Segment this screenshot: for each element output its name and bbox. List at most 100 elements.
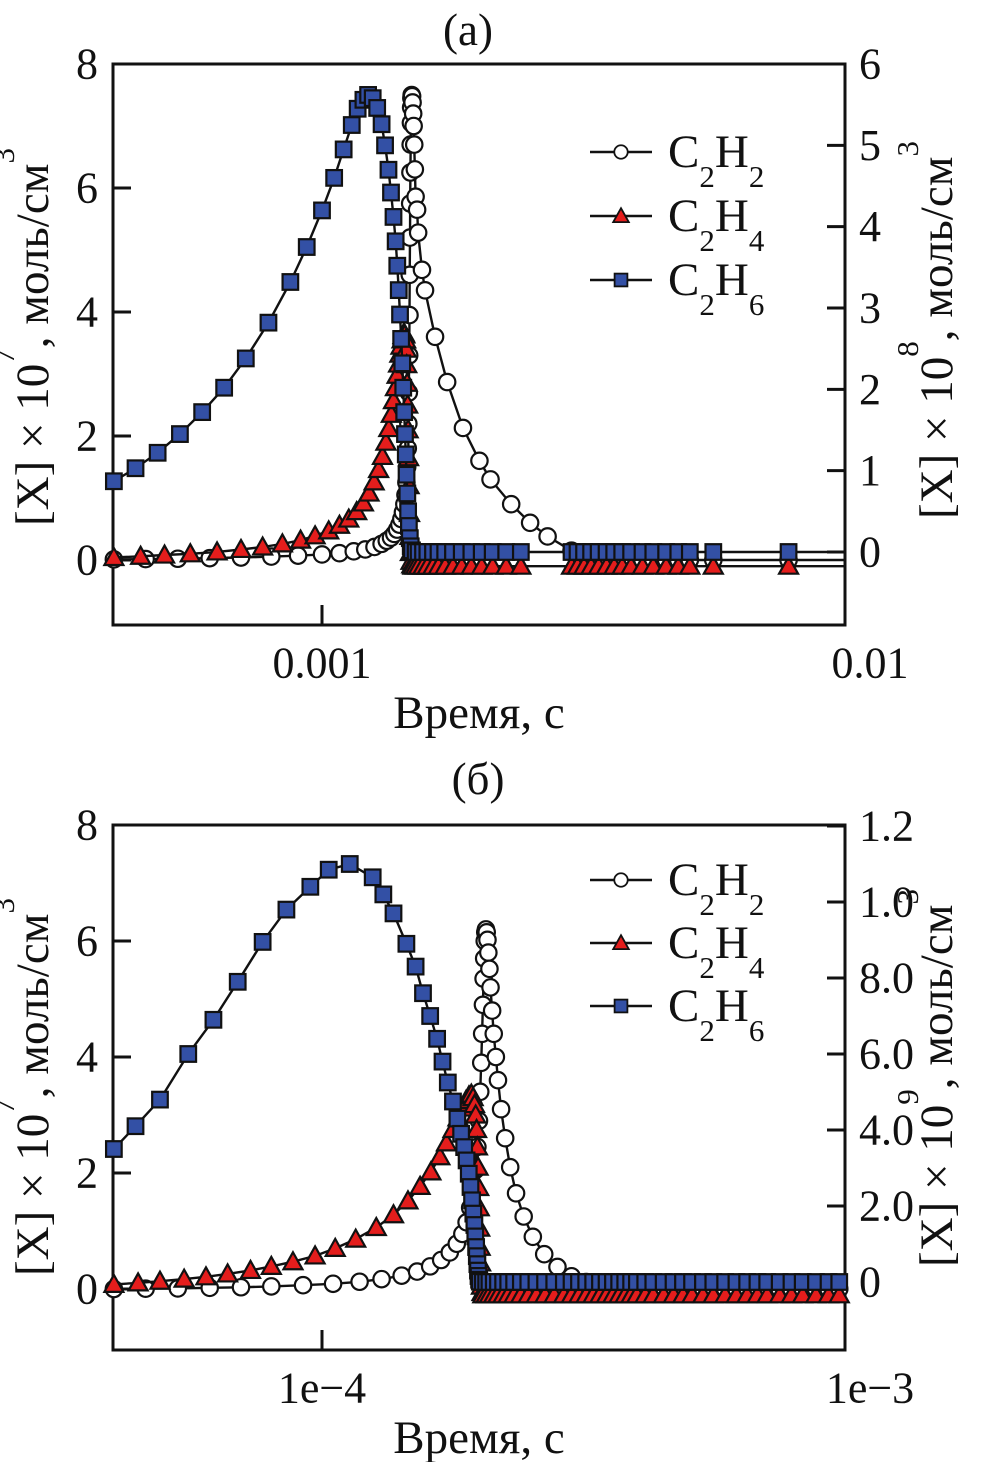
square-marker-icon xyxy=(340,855,359,873)
circle-marker-icon xyxy=(453,418,473,438)
panel-b-title: (б) xyxy=(451,754,505,804)
square-marker-icon xyxy=(368,99,387,117)
triangle-marker-icon xyxy=(239,1258,262,1280)
superscript: 9 xyxy=(890,1089,926,1105)
circle-marker-icon xyxy=(312,545,332,564)
square-marker-icon xyxy=(384,904,403,923)
square-marker-icon xyxy=(151,1090,169,1109)
square-marker-icon xyxy=(334,140,353,159)
y-right-ticks: 0 2.0 4.0 6.0 8.0 1.0 1.2 xyxy=(827,802,914,1307)
y-right-tick-label: 4.0 xyxy=(859,1106,914,1155)
series-c2h2-line xyxy=(113,93,845,562)
y-right-tick-label: 0 xyxy=(859,528,881,577)
triangle-marker-icon xyxy=(701,554,725,575)
triangle-marker-icon xyxy=(271,532,294,553)
y-left-tick-label: 8 xyxy=(76,40,98,89)
series-c2h6 xyxy=(104,86,845,561)
triangle-marker-icon xyxy=(791,1283,815,1304)
square-marker-icon xyxy=(444,1092,462,1111)
circle-marker-icon xyxy=(488,1070,508,1090)
circle-marker-icon xyxy=(323,1274,343,1294)
series-c2h6 xyxy=(104,855,849,1291)
y-right-tick-label: 2.0 xyxy=(859,1182,914,1231)
y-left-tick-label: 0 xyxy=(76,1265,98,1314)
triangle-marker-icon xyxy=(509,554,533,575)
triangle-marker-icon xyxy=(396,1189,420,1210)
square-marker-icon xyxy=(236,349,255,368)
square-marker-icon xyxy=(511,543,530,561)
circle-marker-icon xyxy=(437,372,457,392)
square-marker-icon xyxy=(253,932,272,951)
square-marker-icon xyxy=(397,465,416,484)
square-marker-icon xyxy=(277,900,296,919)
square-marker-icon xyxy=(372,115,391,134)
triangle-marker-icon xyxy=(153,543,176,564)
circle-marker-icon xyxy=(534,1244,554,1264)
square-marker-icon xyxy=(376,136,394,155)
x-tick-label: 0.01 xyxy=(832,639,909,688)
x-tick-label: 1e−4 xyxy=(278,1364,366,1413)
y-right-tick-label: 4 xyxy=(859,202,881,251)
square-marker-icon xyxy=(281,273,300,291)
square-marker-icon xyxy=(399,502,418,521)
circle-marker-icon xyxy=(408,223,428,242)
circle-marker-icon xyxy=(514,1207,533,1226)
square-marker-icon xyxy=(394,378,413,397)
circle-marker-icon xyxy=(506,1184,526,1203)
y-left-ticks: 0 2 4 6 8 xyxy=(76,801,131,1314)
y-right-tick-label: 1.2 xyxy=(859,802,914,851)
x-ticks: 1e−4 1e−3 xyxy=(278,1330,914,1413)
circle-marker-icon xyxy=(262,1277,281,1296)
plot-box xyxy=(111,62,847,627)
triangle-marker-icon xyxy=(408,1174,432,1195)
plot-box xyxy=(111,823,847,1352)
square-marker-icon xyxy=(319,860,338,879)
circle-marker-icon xyxy=(523,1227,543,1247)
square-marker-icon xyxy=(228,972,247,991)
triangle-marker-icon xyxy=(494,554,518,575)
square-marker-icon xyxy=(171,425,189,443)
circle-marker-icon xyxy=(412,260,432,280)
triangle-marker-icon xyxy=(148,1269,172,1290)
circle-marker-icon xyxy=(372,1269,391,1289)
triangle-marker-icon xyxy=(229,537,253,559)
square-marker-icon xyxy=(126,1117,145,1136)
superscript: 7 xyxy=(0,348,21,364)
y-right-tick-label: 1.0 xyxy=(859,878,914,927)
circle-marker-icon xyxy=(350,1272,369,1292)
circle-marker-icon xyxy=(491,1099,511,1119)
square-marker-icon xyxy=(391,305,409,324)
panel-b-x-axis-label: Время, с xyxy=(393,1412,565,1462)
square-marker-icon xyxy=(374,885,393,904)
panel-a-title: (а) xyxy=(443,5,493,55)
square-marker-icon xyxy=(382,183,400,202)
triangle-marker-icon xyxy=(344,1227,368,1248)
y-right-tick-label: 3 xyxy=(859,284,881,333)
superscript: 7 xyxy=(0,1098,21,1114)
square-marker-icon xyxy=(342,116,361,134)
square-marker-icon xyxy=(704,543,723,561)
triangle-marker-icon xyxy=(126,1271,150,1292)
circle-marker-icon xyxy=(538,527,557,546)
series-c2h6-line xyxy=(113,93,845,554)
circle-marker-icon xyxy=(470,451,489,471)
triangle-marker-icon xyxy=(323,1236,347,1257)
triangle-marker-icon xyxy=(362,470,386,491)
triangle-marker-icon xyxy=(777,554,800,575)
square-marker-icon xyxy=(297,238,316,256)
circle-marker-icon xyxy=(500,1157,520,1177)
triangle-marker-icon xyxy=(281,1249,305,1271)
series-c2h2 xyxy=(104,85,845,570)
square-marker-icon xyxy=(386,232,405,251)
square-marker-icon xyxy=(438,1073,457,1092)
y-right-tick-label: 5 xyxy=(859,121,881,170)
triangle-marker-icon xyxy=(102,1272,126,1293)
square-marker-icon xyxy=(396,425,414,443)
triangle-marker-icon xyxy=(172,1267,196,1288)
series-c2h6-markers xyxy=(104,855,849,1291)
panel-b: 0 2 4 6 8 0 2.0 4.0 6.0 8.0 1.0 1.2 1e−4 1e−3 xyxy=(76,801,914,1413)
triangle-marker-icon xyxy=(371,444,394,466)
square-marker-icon xyxy=(398,484,417,503)
square-marker-icon xyxy=(215,378,234,397)
